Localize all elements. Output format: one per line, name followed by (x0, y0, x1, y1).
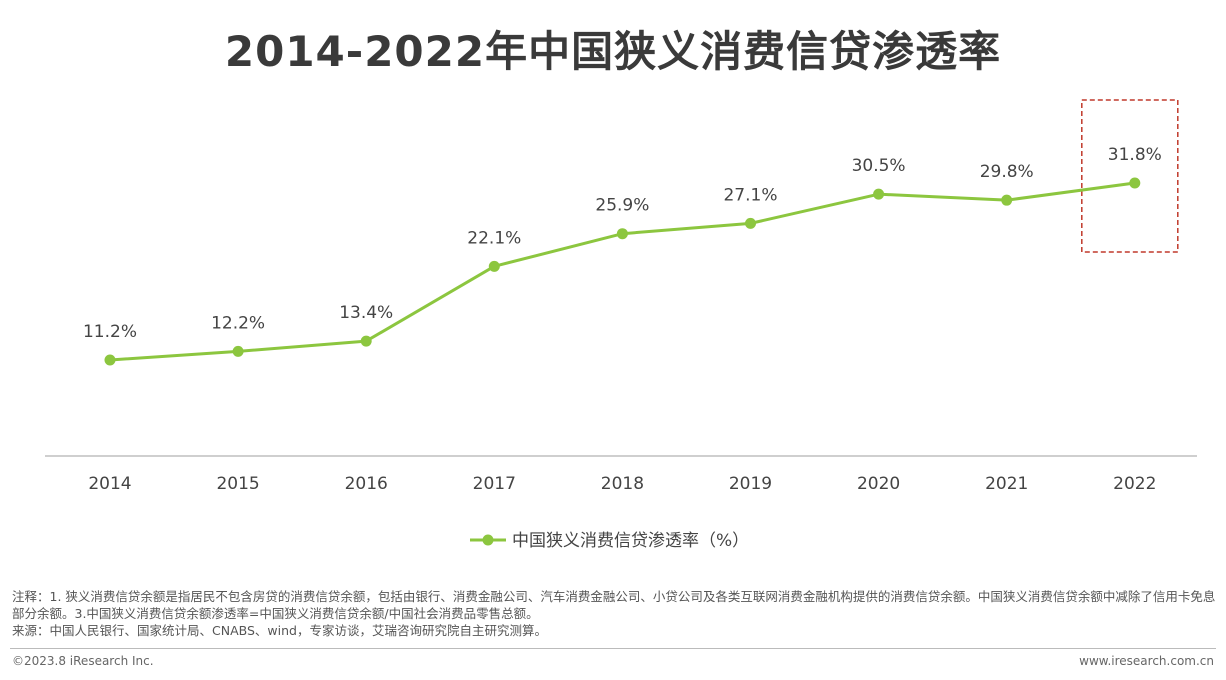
x-tick-label: 2016 (345, 474, 388, 494)
data-label: 27.1% (723, 185, 777, 205)
x-tick-label: 2021 (985, 474, 1028, 494)
data-point (745, 217, 756, 229)
data-point (104, 354, 116, 366)
data-label: 11.2% (83, 322, 137, 342)
data-point (1001, 194, 1013, 206)
data-label: 25.9% (595, 196, 649, 216)
legend-label: 中国狭义消费信贷渗透率（%） (512, 531, 749, 551)
data-point (232, 345, 244, 357)
source-text: 来源：中国人民银行、国家统计局、CNABS、wind，专家访谈，艾瑞咨询研究院自… (12, 623, 547, 638)
note-text: 注释：1. 狭义消费信贷余额是指居民不包含房贷的消费信贷余额，包括由银行、消费金… (12, 589, 1216, 621)
copyright-text: ©2023.8 iResearch Inc. (12, 654, 154, 668)
footnotes: 注释：1. 狭义消费信贷余额是指居民不包含房贷的消费信贷余额，包括由银行、消费金… (12, 588, 1217, 639)
data-label: 12.2% (211, 313, 265, 333)
website-link[interactable]: www.iresearch.com.cn (1079, 654, 1214, 668)
x-tick-label: 2022 (1113, 474, 1156, 494)
data-point (488, 260, 500, 272)
data-point (873, 188, 885, 200)
x-tick-label: 2014 (88, 474, 131, 494)
data-label: 31.8% (1108, 145, 1162, 165)
data-label: 13.4% (339, 303, 393, 323)
legend-marker (482, 534, 494, 546)
data-point (360, 335, 372, 347)
highlight-box (1081, 99, 1179, 253)
data-point (616, 228, 628, 240)
x-tick-label: 2017 (473, 474, 516, 494)
chart-title: 2014-2022年中国狭义消费信贷渗透率 (224, 27, 1002, 76)
data-label: 30.5% (852, 156, 906, 176)
data-point (1129, 177, 1141, 189)
x-tick-label: 2018 (601, 474, 644, 494)
x-tick-label: 2015 (216, 474, 259, 494)
x-tick-label: 2019 (729, 474, 772, 494)
data-label: 29.8% (980, 162, 1034, 182)
footer-divider (10, 648, 1216, 649)
x-tick-label: 2020 (857, 474, 900, 494)
line-chart: 2014 2015 2016 2017 2018 2019 2020 2021 2022 11.2… (45, 99, 1197, 551)
data-label: 22.1% (467, 228, 521, 248)
